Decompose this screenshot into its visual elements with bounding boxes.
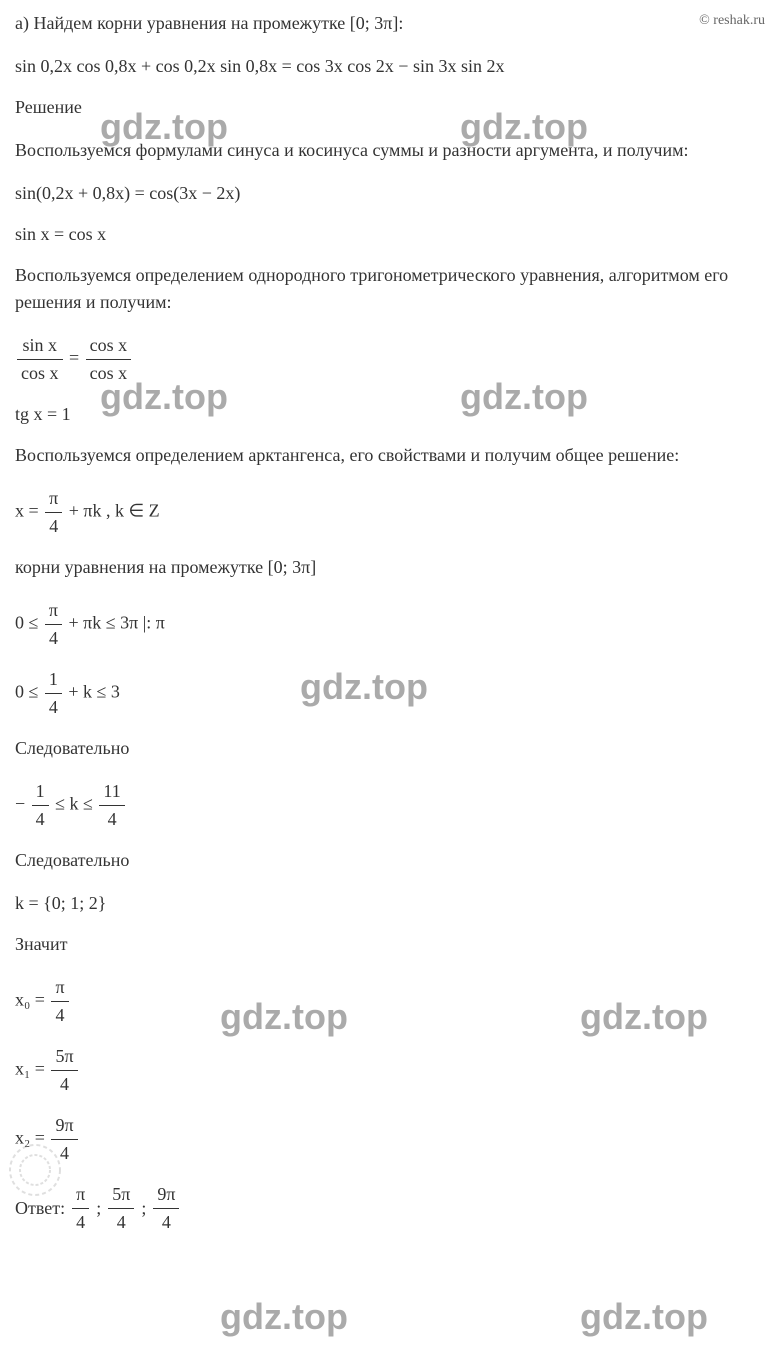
numerator: π [51,974,68,1002]
numerator: 1 [32,778,49,806]
problem-statement: а) Найдем корни уравнения на промежутке … [15,10,765,37]
roots-interval-label: корни уравнения на промежутке [0; 3π] [15,554,765,581]
means-label: Значит [15,931,765,958]
denominator: cos x [17,360,63,387]
denominator: 4 [32,806,49,833]
denominator: 4 [45,513,62,540]
fraction: π 4 [51,974,68,1029]
k-range: − 1 4 ≤ k ≤ 11 4 [15,778,765,833]
numerator: 5π [51,1043,77,1071]
denominator: 4 [72,1209,89,1236]
watermark-text: gdz.top [580,1290,708,1344]
separator: ; [141,1195,146,1222]
inequality-1: 0 ≤ π 4 + πk ≤ 3π |: π [15,597,765,652]
prefix: x = [15,501,43,521]
fraction-left: 1 4 [32,778,49,833]
prefix: x₁ = [15,1059,49,1079]
numerator: 9π [153,1181,179,1209]
separator: ; [96,1195,101,1222]
answer-frac-2: 5π 4 [108,1181,134,1236]
general-solution: x = π 4 + πk , k ∈ Z [15,485,765,540]
fraction-left: sin x cos x [17,332,63,387]
denominator: 4 [99,806,124,833]
numerator: π [72,1181,89,1209]
text-arctan: Воспользуемся определением арктангенса, … [15,442,765,469]
prefix: x₂ = [15,1128,49,1148]
answer-label: Ответ: [15,1195,65,1222]
prefix: x₀ = [15,990,49,1010]
equation-tg: tg x = 1 [15,401,765,428]
text-formula-intro: Воспользуемся формулами синуса и косинус… [15,137,765,164]
watermark-text: gdz.top [220,1290,348,1344]
denominator: 4 [45,625,62,652]
x0-value: x₀ = π 4 [15,974,765,1029]
therefore-1: Следовательно [15,735,765,762]
k-values: k = {0; 1; 2} [15,890,765,917]
denominator: 4 [51,1140,77,1167]
equation-main: sin 0,2x cos 0,8x + cos 0,2x sin 0,8x = … [15,53,765,80]
equation-simplified-1: sin(0,2x + 0,8x) = cos(3x − 2x) [15,180,765,207]
denominator: 4 [108,1209,134,1236]
answer-line: Ответ: π 4 ; 5π 4 ; 9π 4 [15,1181,765,1236]
fraction-equation-1: sin x cos x = cos x cos x [15,332,765,387]
numerator: 9π [51,1112,77,1140]
equation-simplified-2: sin x = cos x [15,221,765,248]
suffix: + πk ≤ 3π |: π [68,613,164,633]
x2-value: x₂ = 9π 4 [15,1112,765,1167]
mid: ≤ k ≤ [55,794,97,814]
solution-label: Решение [15,94,765,121]
numerator: π [45,485,62,513]
x1-value: x₁ = 5π 4 [15,1043,765,1098]
prefix: 0 ≤ [15,613,43,633]
numerator: π [45,597,62,625]
fraction: 5π 4 [51,1043,77,1098]
fraction: 1 4 [45,666,62,721]
denominator: 4 [45,694,62,721]
fraction-right: cos x cos x [86,332,132,387]
denominator: 4 [153,1209,179,1236]
numerator: cos x [86,332,132,360]
answer-frac-3: 9π 4 [153,1181,179,1236]
answer-frac-1: π 4 [72,1181,89,1236]
suffix: + k ≤ 3 [68,682,120,702]
fraction-right: 11 4 [99,778,124,833]
prefix: − [15,794,30,814]
numerator: 5π [108,1181,134,1209]
inequality-2: 0 ≤ 1 4 + k ≤ 3 [15,666,765,721]
denominator: 4 [51,1002,68,1029]
fraction: 9π 4 [51,1112,77,1167]
numerator: sin x [17,332,63,360]
denominator: cos x [86,360,132,387]
text-homogeneous: Воспользуемся определением однородного т… [15,262,765,316]
copyright-text: © reshak.ru [699,10,765,31]
fraction: π 4 [45,597,62,652]
suffix: + πk , k ∈ Z [69,501,160,521]
equals: = [69,348,84,368]
denominator: 4 [51,1071,77,1098]
therefore-2: Следовательно [15,847,765,874]
numerator: 1 [45,666,62,694]
numerator: 11 [99,778,124,806]
fraction: π 4 [45,485,62,540]
prefix: 0 ≤ [15,682,43,702]
